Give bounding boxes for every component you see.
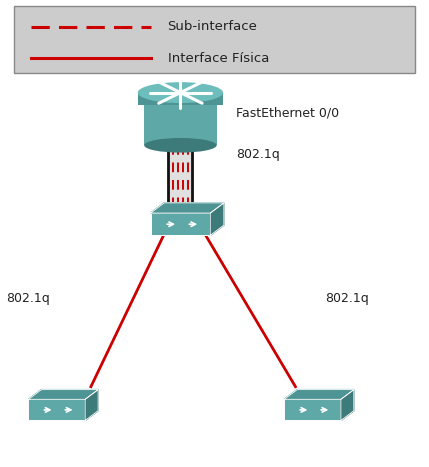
- Polygon shape: [85, 389, 98, 420]
- Text: Interface Física: Interface Física: [168, 51, 269, 64]
- Text: Sub-interface: Sub-interface: [168, 21, 257, 34]
- Bar: [144, 99, 217, 145]
- Bar: [151, 213, 210, 235]
- Polygon shape: [284, 389, 354, 399]
- Bar: [138, 92, 223, 105]
- Polygon shape: [28, 389, 98, 399]
- Polygon shape: [341, 389, 354, 420]
- Text: 802.1q: 802.1q: [6, 292, 49, 305]
- Bar: [28, 399, 85, 420]
- Polygon shape: [210, 203, 224, 235]
- Text: FastEthernet 0/0: FastEthernet 0/0: [236, 106, 339, 119]
- Ellipse shape: [138, 82, 223, 103]
- FancyBboxPatch shape: [14, 6, 415, 73]
- Ellipse shape: [144, 138, 217, 153]
- Text: 802.1q: 802.1q: [236, 148, 280, 161]
- Polygon shape: [169, 145, 192, 203]
- Text: 802.1q: 802.1q: [325, 292, 369, 305]
- Ellipse shape: [138, 88, 223, 109]
- Bar: [284, 399, 341, 420]
- Polygon shape: [151, 203, 224, 213]
